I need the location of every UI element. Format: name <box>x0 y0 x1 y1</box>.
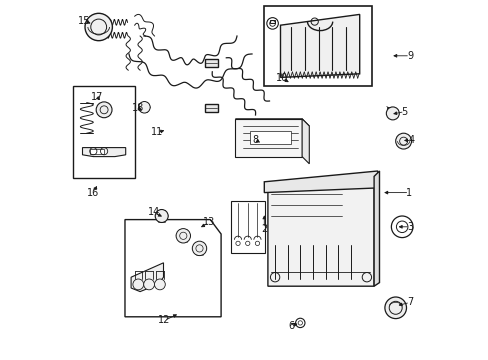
Bar <box>73 86 134 178</box>
Text: 12: 12 <box>158 315 170 325</box>
Text: 15: 15 <box>78 16 90 26</box>
Polygon shape <box>235 119 302 157</box>
Text: 7: 7 <box>406 297 412 307</box>
Circle shape <box>176 229 190 243</box>
Polygon shape <box>131 263 163 292</box>
Bar <box>204 59 217 67</box>
Text: 11: 11 <box>151 127 163 138</box>
Text: 2: 2 <box>261 224 267 234</box>
Bar <box>204 104 217 112</box>
Circle shape <box>154 279 165 290</box>
Text: 14: 14 <box>147 207 160 217</box>
Bar <box>89 149 104 154</box>
Text: 10: 10 <box>276 73 288 84</box>
Circle shape <box>395 133 411 149</box>
Text: 9: 9 <box>406 51 412 61</box>
Polygon shape <box>264 171 377 193</box>
Circle shape <box>143 279 154 290</box>
Text: 5: 5 <box>401 107 407 117</box>
Circle shape <box>384 297 406 319</box>
Circle shape <box>155 210 168 222</box>
Text: 17: 17 <box>91 92 103 102</box>
Polygon shape <box>125 220 221 317</box>
Circle shape <box>386 107 399 120</box>
Text: 4: 4 <box>408 135 414 145</box>
Polygon shape <box>280 14 359 77</box>
Bar <box>269 20 275 23</box>
Polygon shape <box>82 148 125 157</box>
Text: 18: 18 <box>132 103 144 113</box>
Polygon shape <box>302 119 309 164</box>
Polygon shape <box>373 171 379 286</box>
Bar <box>386 107 392 110</box>
Bar <box>264 6 371 86</box>
Text: 13: 13 <box>203 217 215 228</box>
Polygon shape <box>267 176 373 286</box>
Circle shape <box>96 102 112 118</box>
Text: 3: 3 <box>406 222 412 232</box>
Text: 8: 8 <box>252 135 258 145</box>
Bar <box>230 201 264 253</box>
Circle shape <box>192 241 206 256</box>
Text: 16: 16 <box>86 188 99 198</box>
Text: 6: 6 <box>287 321 294 331</box>
Circle shape <box>139 102 150 113</box>
Circle shape <box>85 13 112 41</box>
Polygon shape <box>235 119 309 126</box>
Circle shape <box>133 279 143 290</box>
Text: 1: 1 <box>406 188 411 198</box>
Bar <box>249 131 291 144</box>
